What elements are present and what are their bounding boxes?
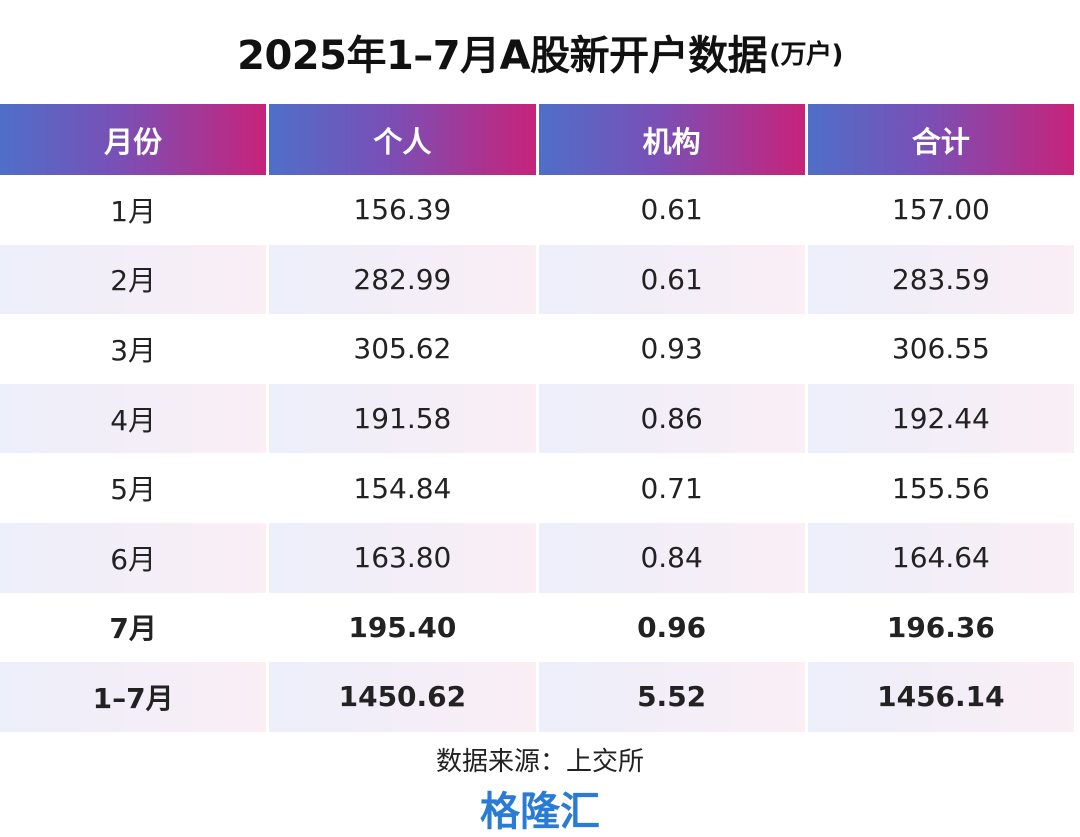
cell-institution: 5.52 xyxy=(538,662,805,732)
table-row: 4月 191.58 0.86 192.44 xyxy=(0,383,1074,454)
cell-total: 196.36 xyxy=(807,592,1074,663)
table-row: 1月 156.39 0.61 157.00 xyxy=(0,175,1074,245)
table-row-total: 1–7月 1450.62 5.52 1456.14 xyxy=(0,662,1074,732)
table-row: 2月 282.99 0.61 283.59 xyxy=(0,244,1074,315)
cell-institution: 0.61 xyxy=(538,244,805,315)
cell-individual: 282.99 xyxy=(269,244,536,315)
data-table: 月份 个人 机构 合计 1月 156.39 0.61 157.00 2月 282… xyxy=(0,104,1077,732)
cell-individual: 195.40 xyxy=(269,592,536,663)
table-row: 6月 163.80 0.84 164.64 xyxy=(0,522,1074,593)
cell-total: 306.55 xyxy=(807,314,1074,384)
cell-institution: 0.96 xyxy=(538,592,805,663)
cell-month: 6月 xyxy=(0,522,267,593)
cell-individual: 305.62 xyxy=(269,314,536,384)
header-institution: 机构 xyxy=(538,104,805,175)
cell-institution: 0.93 xyxy=(538,314,805,384)
title-unit: (万户) xyxy=(769,39,843,70)
page-title: 2025年1–7月A股新开户数据 (万户) xyxy=(0,0,1080,104)
cell-institution: 0.61 xyxy=(538,175,805,245)
cell-institution: 0.86 xyxy=(538,383,805,454)
cell-month: 1月 xyxy=(0,175,267,245)
table-row: 3月 305.62 0.93 306.55 xyxy=(0,314,1074,384)
cell-individual: 191.58 xyxy=(269,383,536,454)
title-text: 2025年1–7月A股新开户数据 xyxy=(237,33,768,79)
header-total: 合计 xyxy=(807,104,1074,175)
cell-month: 1–7月 xyxy=(0,662,267,732)
cell-month: 3月 xyxy=(0,314,267,384)
header-month: 月份 xyxy=(0,104,267,175)
cell-total: 1456.14 xyxy=(807,662,1074,732)
data-source: 数据来源：上交所 xyxy=(435,747,644,778)
cell-month: 5月 xyxy=(0,453,267,523)
cell-total: 283.59 xyxy=(807,244,1074,315)
table-row: 5月 154.84 0.71 155.56 xyxy=(0,453,1074,523)
cell-institution: 0.84 xyxy=(538,522,805,593)
cell-individual: 154.84 xyxy=(269,453,536,523)
table-row: 7月 195.40 0.96 196.36 xyxy=(0,592,1074,663)
cell-institution: 0.71 xyxy=(538,453,805,523)
cell-total: 155.56 xyxy=(807,453,1074,523)
cell-individual: 1450.62 xyxy=(269,662,536,732)
cell-individual: 156.39 xyxy=(269,175,536,245)
cell-month: 7月 xyxy=(0,592,267,663)
cell-total: 192.44 xyxy=(807,383,1074,454)
brand-logo: 格隆汇 xyxy=(480,788,600,835)
cell-month: 2月 xyxy=(0,244,267,315)
cell-total: 164.64 xyxy=(807,522,1074,593)
cell-individual: 163.80 xyxy=(269,522,536,593)
cell-month: 4月 xyxy=(0,383,267,454)
cell-total: 157.00 xyxy=(807,175,1074,245)
table-header-row: 月份 个人 机构 合计 xyxy=(0,104,1074,175)
header-individual: 个人 xyxy=(269,104,536,175)
